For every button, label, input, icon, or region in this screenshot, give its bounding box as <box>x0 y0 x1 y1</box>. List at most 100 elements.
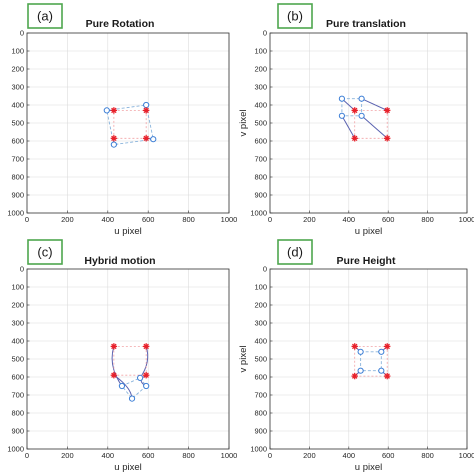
y-tick-label: 200 <box>254 65 267 74</box>
reference-point-stroke <box>143 135 149 142</box>
y-tick-label: 700 <box>11 155 24 164</box>
y-tick-label: 700 <box>11 391 24 400</box>
reference-point <box>351 372 358 380</box>
observed-point <box>143 101 150 109</box>
y-tick-label: 1000 <box>250 209 267 218</box>
observed-point <box>118 382 126 390</box>
y-tick-label: 800 <box>11 173 24 182</box>
x-tick-label: 600 <box>382 451 395 460</box>
y-tick-label: 100 <box>11 47 24 56</box>
y-tick-label: 300 <box>11 319 24 328</box>
reference-point <box>110 135 118 142</box>
y-tick-label: 400 <box>254 101 267 110</box>
y-tick-label: 200 <box>11 65 24 74</box>
x-tick-label: 400 <box>102 451 115 460</box>
reference-point-stroke <box>351 107 358 114</box>
reference-point <box>351 343 358 350</box>
panel-label-box <box>277 3 313 29</box>
y-axis-label: v pixel <box>238 110 249 137</box>
reference-point-stroke <box>351 343 358 350</box>
reference-point <box>384 343 391 350</box>
panel-label: (d) <box>287 245 303 260</box>
reference-point-stroke <box>111 343 117 350</box>
y-tick-label: 1000 <box>250 445 267 454</box>
reference-point <box>142 135 150 142</box>
y-tick-label: 900 <box>11 191 24 200</box>
y-tick-label: 1000 <box>7 445 24 454</box>
x-axis-label: u pixel <box>114 462 141 473</box>
observed-point <box>378 367 385 374</box>
observed-point <box>357 348 364 355</box>
y-tick-label: 700 <box>254 155 267 164</box>
trajectory-line <box>111 346 123 387</box>
y-tick-label: 700 <box>254 391 267 400</box>
x-tick-label: 0 <box>25 451 29 460</box>
y-tick-label: 500 <box>11 355 24 364</box>
y-tick-label: 0 <box>263 29 267 38</box>
observed-point <box>378 348 385 355</box>
observed-point <box>338 95 346 102</box>
chart-title: Pure translation <box>326 18 406 30</box>
chart-title: Pure Rotation <box>86 18 155 30</box>
panel-label-box <box>277 239 313 265</box>
chart-title: Pure Height <box>337 255 396 267</box>
reference-point-stroke <box>384 135 390 142</box>
reference-point <box>384 135 391 142</box>
y-tick-label: 200 <box>11 301 24 310</box>
x-tick-label: 800 <box>182 451 195 460</box>
x-tick-label: 800 <box>421 215 434 224</box>
trajectory-line <box>361 115 388 139</box>
x-tick-label: 1000 <box>459 451 474 460</box>
reference-point-stroke <box>111 372 117 378</box>
x-tick-label: 400 <box>343 451 356 460</box>
observed-point <box>137 374 144 381</box>
observed-point <box>358 112 365 119</box>
panel-label-box <box>27 239 63 265</box>
x-tick-label: 1000 <box>221 215 238 224</box>
reference-point <box>142 107 150 114</box>
x-axis-label: u pixel <box>355 226 382 237</box>
y-tick-label: 100 <box>11 283 24 292</box>
y-tick-label: 800 <box>11 409 24 418</box>
reference-point <box>351 107 358 114</box>
reference-point <box>142 343 150 350</box>
x-tick-label: 200 <box>303 215 316 224</box>
x-axis-label: u pixel <box>355 462 382 473</box>
y-tick-label: 600 <box>11 137 24 146</box>
reference-point-stroke <box>143 343 149 350</box>
y-tick-label: 0 <box>263 265 267 274</box>
y-tick-label: 600 <box>254 373 267 382</box>
x-axis-label: u pixel <box>114 226 141 237</box>
x-tick-label: 0 <box>268 451 272 460</box>
observed-point <box>110 141 117 148</box>
x-tick-label: 1000 <box>221 451 238 460</box>
panel-label-box <box>27 3 63 29</box>
y-tick-label: 500 <box>254 355 267 364</box>
x-tick-label: 800 <box>182 215 195 224</box>
x-tick-label: 600 <box>382 215 395 224</box>
x-tick-label: 200 <box>61 451 74 460</box>
reference-point <box>110 372 118 379</box>
y-tick-label: 500 <box>11 119 24 128</box>
y-tick-label: 400 <box>11 101 24 110</box>
y-tick-label: 900 <box>254 191 267 200</box>
panel-label: (b) <box>287 9 303 24</box>
y-tick-label: 0 <box>20 265 24 274</box>
y-tick-label: 300 <box>11 83 24 92</box>
x-tick-label: 600 <box>142 451 155 460</box>
reference-point <box>351 135 358 142</box>
y-tick-label: 800 <box>254 409 267 418</box>
y-tick-label: 500 <box>254 119 267 128</box>
panel-label: (a) <box>37 9 53 24</box>
observed-box <box>360 351 382 372</box>
reference-point-stroke <box>143 372 149 378</box>
reference-point-stroke <box>384 373 390 379</box>
reference-point-stroke <box>111 135 117 142</box>
observed-point <box>338 112 346 119</box>
observed-point <box>150 136 157 143</box>
y-tick-label: 900 <box>11 427 24 436</box>
